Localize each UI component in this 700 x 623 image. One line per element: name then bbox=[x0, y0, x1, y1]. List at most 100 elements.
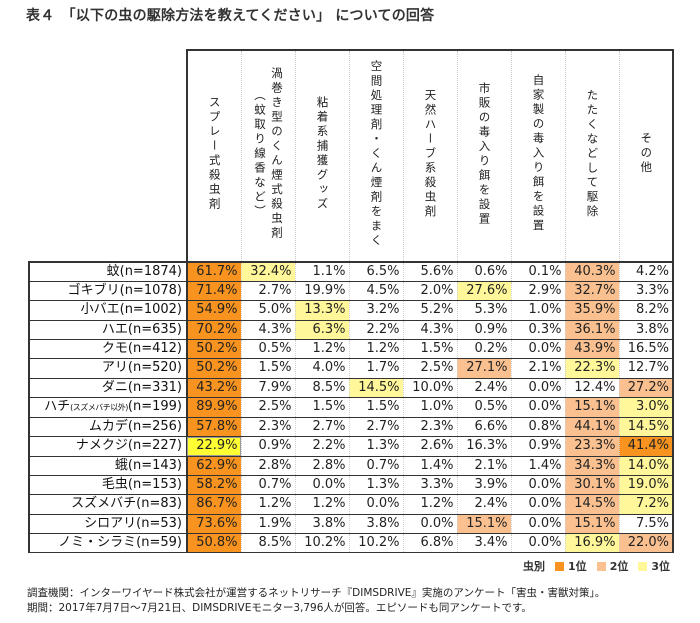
value-cell: 3.3% bbox=[618, 281, 674, 302]
row-label: ゴキブリ(n=1078) bbox=[28, 281, 188, 302]
value-cell: 5.0% bbox=[240, 300, 295, 321]
table-row: アリ(n=520) 50.2% 1.5% 4.0% 1.7% 2.5% 27.1% 2.1% 2… bbox=[28, 358, 674, 379]
value-cell: 0.6% bbox=[456, 261, 511, 282]
value-cell: 2.0% bbox=[402, 281, 457, 302]
value-cell: 23.3% bbox=[564, 436, 619, 457]
legend-label-rank3: 3位 bbox=[651, 560, 670, 573]
value-cell: 2.1% bbox=[456, 456, 511, 476]
row-label: ハチ(スズメバチ以外)(n=199) bbox=[28, 397, 188, 418]
row-label-n: (n=199) bbox=[127, 398, 182, 414]
value-cell: 4.3% bbox=[240, 320, 295, 340]
footnote: 調査機関：インターワイヤード株式会社が運営するネットリサーチ『DIMSDRIVE… bbox=[27, 586, 605, 616]
value-cell: 1.7% bbox=[348, 358, 403, 379]
value-cell: 0.0% bbox=[510, 397, 565, 418]
value-cell: 0.0% bbox=[510, 475, 565, 496]
value-cell: 2.5% bbox=[402, 358, 457, 379]
footnote-period: 期間：2017年7月7日～7月21日、DIMSDRIVEモニター3,796人が回… bbox=[27, 602, 532, 614]
value-cell: 1.0% bbox=[510, 300, 565, 321]
value-cell: 0.0% bbox=[510, 514, 565, 534]
value-cell: 6.6% bbox=[456, 417, 511, 438]
value-cell: 22.0% bbox=[618, 533, 674, 554]
value-cell: 1.4% bbox=[510, 456, 565, 476]
value-cell: 73.6% bbox=[186, 514, 241, 534]
value-cell: 2.1% bbox=[510, 358, 565, 379]
value-cell: 58.2% bbox=[186, 475, 241, 496]
row-label: ダニ(n=331) bbox=[28, 378, 188, 398]
value-cell: 4.5% bbox=[348, 281, 403, 302]
column-header-commercial-bait: 市販の毒入り餌を設置 bbox=[456, 49, 511, 262]
table-title: 表４ 「以下の虫の駆除方法を教えてください」 についての回答 bbox=[26, 8, 435, 24]
value-cell: 10.2% bbox=[348, 533, 403, 554]
table-row: ゴキブリ(n=1078) 71.4% 2.7% 19.9% 4.5% 2.0% 27.6% 2… bbox=[28, 281, 674, 302]
value-cell: 0.1% bbox=[510, 261, 565, 282]
value-cell: 8.2% bbox=[618, 300, 674, 321]
value-cell: 43.9% bbox=[564, 339, 619, 360]
value-cell: 14.5% bbox=[618, 417, 674, 438]
column-header-sticky-trap: 粘着系捕獲グッズ bbox=[294, 49, 349, 262]
value-cell: 1.2% bbox=[402, 494, 457, 515]
value-cell: 3.0% bbox=[618, 397, 674, 418]
row-label: アリ(n=520) bbox=[28, 358, 188, 379]
row-label: ノミ・シラミ(n=59) bbox=[28, 533, 188, 554]
value-cell: 0.0% bbox=[294, 475, 349, 496]
value-cell: 30.1% bbox=[564, 475, 619, 496]
value-cell: 13.3% bbox=[294, 300, 349, 321]
column-header-fogger: 空間処理剤・くん煙剤をまく bbox=[348, 49, 403, 262]
value-cell: 35.9% bbox=[564, 300, 619, 321]
legend-swatch-rank2 bbox=[596, 561, 606, 571]
value-cell: 0.9% bbox=[510, 436, 565, 457]
value-cell: 1.0% bbox=[402, 397, 457, 418]
value-cell: 3.2% bbox=[348, 300, 403, 321]
value-cell: 4.2% bbox=[618, 261, 674, 282]
row-label: 蚊(n=1874) bbox=[28, 261, 188, 282]
value-cell: 6.3% bbox=[294, 320, 349, 340]
value-cell: 10.2% bbox=[294, 533, 349, 554]
value-cell: 50.8% bbox=[186, 533, 241, 554]
results-table: スプレー式殺虫剤 渦巻き型のくん煙式殺虫剤（蚊取り線香など） 粘着系捕獲グッズ … bbox=[28, 49, 674, 554]
value-cell: 0.0% bbox=[348, 494, 403, 515]
value-cell: 1.5% bbox=[294, 397, 349, 418]
value-cell: 7.9% bbox=[240, 378, 295, 398]
value-cell: 6.5% bbox=[348, 261, 403, 282]
table-row: ハエ(n=635) 70.2% 4.3% 6.3% 2.2% 4.3% 0.9% 0.3% 36… bbox=[28, 320, 674, 340]
value-cell: 2.8% bbox=[294, 456, 349, 476]
row-label: ハエ(n=635) bbox=[28, 320, 188, 340]
value-cell: 2.9% bbox=[510, 281, 565, 302]
value-cell: 8.5% bbox=[240, 533, 295, 554]
table-row: ハチ(スズメバチ以外)(n=199) 89.9% 2.5% 1.5% 1.5% 1.0% 0… bbox=[28, 397, 674, 418]
value-cell: 5.3% bbox=[456, 300, 511, 321]
value-cell: 61.7% bbox=[186, 261, 241, 282]
value-cell: 1.9% bbox=[240, 514, 295, 534]
table-row: 蛾(n=143) 62.9% 2.8% 2.8% 0.7% 1.4% 2.1% 1.4% 34.… bbox=[28, 456, 674, 476]
row-label: スズメバチ(n=83) bbox=[28, 494, 188, 515]
value-cell: 8.5% bbox=[294, 378, 349, 398]
value-cell: 12.7% bbox=[618, 358, 674, 379]
value-cell: 0.0% bbox=[510, 378, 565, 398]
value-cell: 15.1% bbox=[564, 397, 619, 418]
value-cell: 0.7% bbox=[240, 475, 295, 496]
value-cell: 3.4% bbox=[456, 533, 511, 554]
value-cell: 1.3% bbox=[348, 475, 403, 496]
value-cell: 5.6% bbox=[402, 261, 457, 282]
value-cell: 3.8% bbox=[348, 514, 403, 534]
value-cell: 2.2% bbox=[348, 320, 403, 340]
value-cell: 0.0% bbox=[510, 494, 565, 515]
value-cell: 3.8% bbox=[618, 320, 674, 340]
table-row: 毛虫(n=153) 58.2% 0.7% 0.0% 1.3% 3.3% 3.9% 0.0% 30… bbox=[28, 475, 674, 496]
value-cell: 5.2% bbox=[402, 300, 457, 321]
column-header-herbal: 天然ハーブ系殺虫剤 bbox=[402, 49, 457, 262]
value-cell: 2.3% bbox=[240, 417, 295, 438]
value-cell: 14.5% bbox=[348, 378, 403, 398]
value-cell: 0.3% bbox=[510, 320, 565, 340]
value-cell: 22.3% bbox=[564, 358, 619, 379]
value-cell: 0.5% bbox=[456, 397, 511, 418]
value-cell: 16.5% bbox=[618, 339, 674, 360]
value-cell: 2.2% bbox=[294, 436, 349, 457]
value-cell: 2.7% bbox=[294, 417, 349, 438]
value-cell: 15.1% bbox=[456, 514, 511, 534]
value-cell: 22.9% bbox=[186, 436, 241, 457]
value-cell: 4.3% bbox=[402, 320, 457, 340]
row-label-name: ハチ bbox=[44, 398, 71, 414]
value-cell: 0.0% bbox=[510, 533, 565, 554]
value-cell: 2.8% bbox=[240, 456, 295, 476]
